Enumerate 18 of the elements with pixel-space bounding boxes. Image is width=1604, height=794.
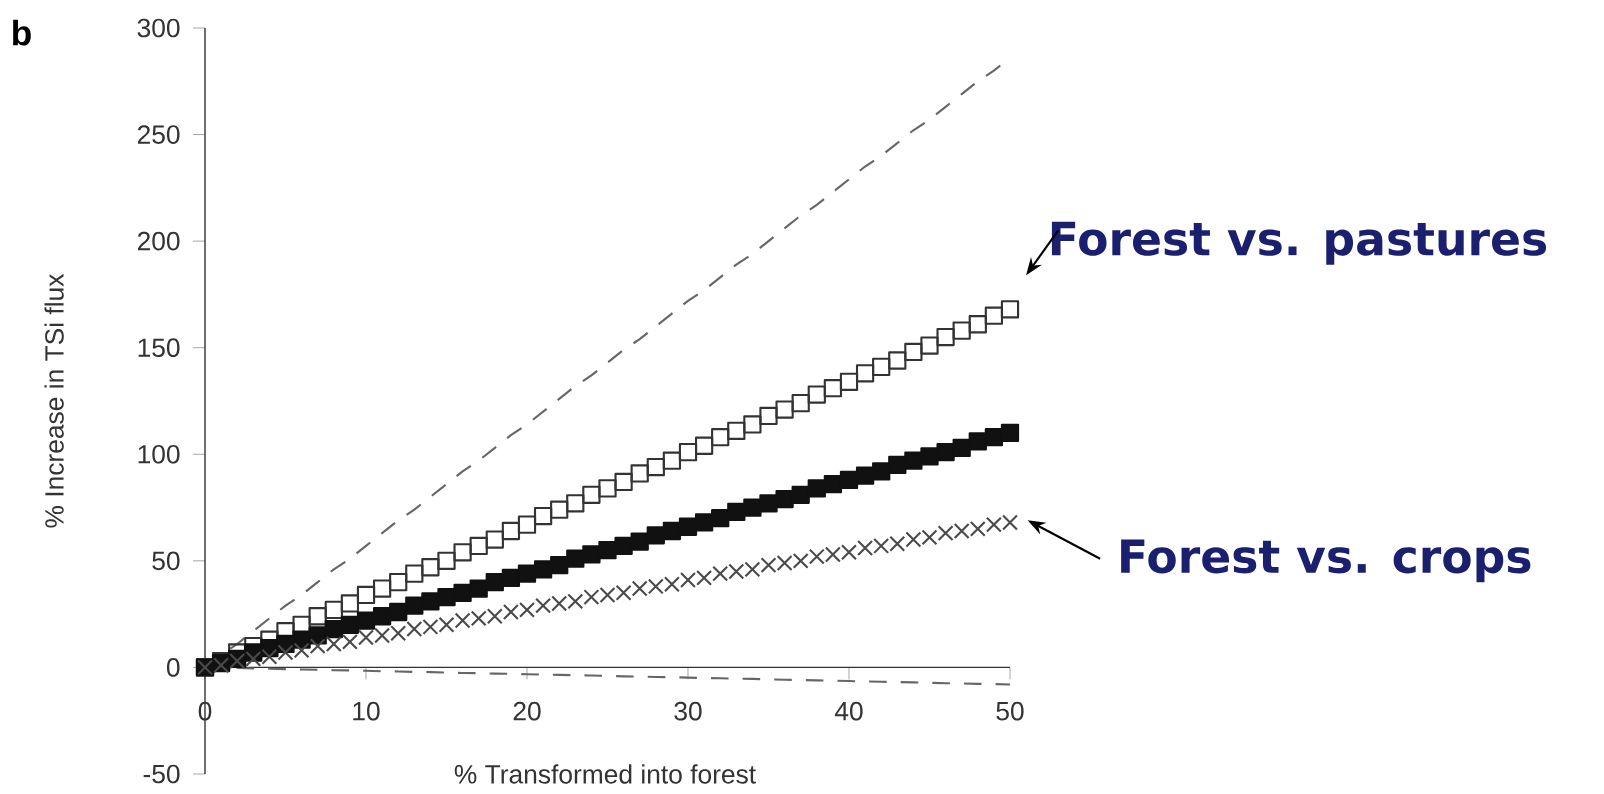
x-tick-label: 20 (513, 701, 541, 721)
y-tick-label: 250 (137, 125, 180, 144)
y-axis-title: % Increase in TSi flux (44, 273, 64, 528)
y-tick-label: 50 (152, 551, 180, 571)
x-tick-label: 10 (353, 701, 380, 721)
annotation: Forest vs. crops (1121, 539, 1531, 583)
y-tick-label: 200 (137, 231, 180, 251)
y-tick-label: 150 (138, 338, 180, 358)
x-tick-label: 40 (834, 701, 863, 721)
x-axis-title: % Transformed into forest (454, 764, 756, 784)
y-tick-label: -50 (143, 764, 180, 784)
y-tick-label: 300 (137, 18, 180, 38)
annotation: Forest vs. pastures (1051, 221, 1547, 265)
y-tick-label: 100 (138, 444, 180, 464)
x-tick-label: 50 (996, 701, 1024, 721)
text: b (13, 19, 31, 46)
x-tick-label: 30 (674, 701, 702, 721)
y-tick-label: 0 (166, 658, 180, 677)
